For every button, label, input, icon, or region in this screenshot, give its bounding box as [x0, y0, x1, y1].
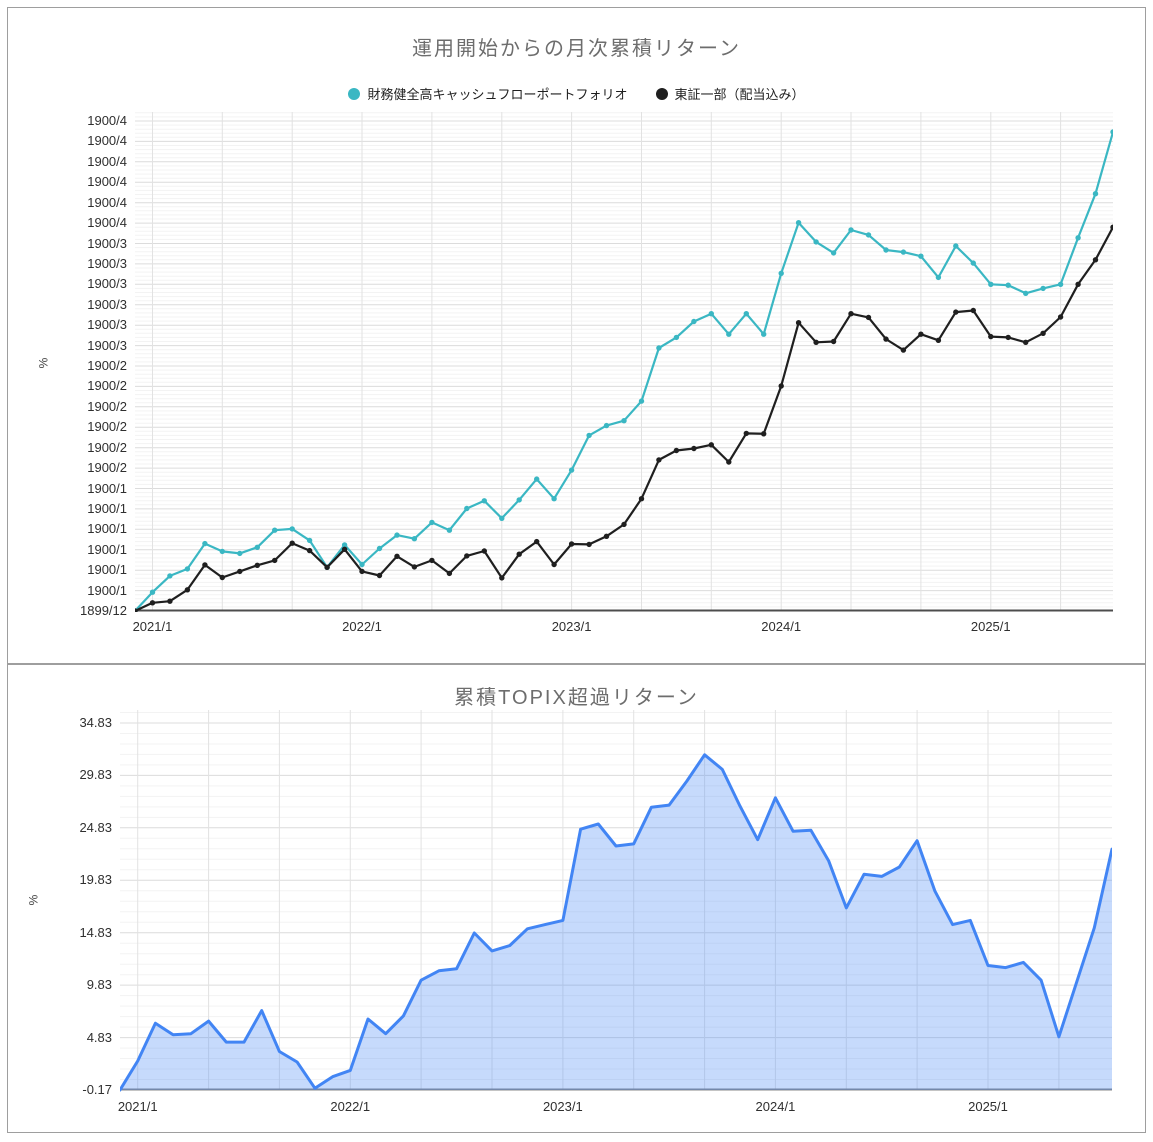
- x-tick-label: 2022/1: [330, 1099, 371, 1114]
- x-tick-label: 2024/1: [755, 1099, 796, 1114]
- y-tick-label: 24.83: [79, 819, 112, 835]
- y-tick-label: -0.17: [82, 1082, 112, 1097]
- legend-label: 東証一部（配当込み）: [674, 87, 805, 102]
- y-tick-label: 1900/1: [87, 562, 127, 578]
- y-tick-label: 1900/3: [87, 255, 127, 271]
- legend-label: 財務健全高キャッシュフローポートフォリオ: [367, 87, 628, 102]
- x-tick-label: 2023/1: [551, 619, 592, 634]
- x-tick-label: 2025/1: [970, 619, 1011, 634]
- y-tick-label: 1900/2: [87, 439, 127, 455]
- x-tick-label: 2021/1: [117, 1099, 158, 1114]
- x-tick-label: 2023/1: [542, 1099, 583, 1114]
- y-tick-label: 19.83: [79, 872, 112, 888]
- portfolio-series-dot-icon: [348, 87, 361, 100]
- y-tick-label: 1900/3: [87, 317, 127, 333]
- y-tick-label: 1900/1: [87, 582, 127, 598]
- y-tick-label: 1900/2: [87, 460, 127, 476]
- y-tick-label: 1900/3: [87, 276, 127, 292]
- y-tick-label: 9.83: [86, 977, 112, 993]
- y-tick-label: 1900/2: [87, 378, 127, 394]
- y-tick-label: 1900/1: [87, 521, 127, 537]
- y-tick-label: 1900/3: [87, 235, 127, 251]
- y-axis-title: %: [36, 357, 51, 369]
- y-tick-label: 1899/12: [80, 603, 127, 618]
- y-axis-title: %: [26, 894, 41, 906]
- legend: 財務健全高キャッシュフローポートフォリオ 東証一部（配当込み）: [8, 84, 1145, 103]
- y-tick-label: 1900/4: [87, 153, 127, 169]
- y-tick-label: 1900/1: [87, 500, 127, 516]
- topix-series-dot-icon: [655, 87, 668, 100]
- y-tick-label: 1900/2: [87, 419, 127, 435]
- y-tick-label: 4.83: [86, 1029, 112, 1045]
- y-tick-label: 1900/2: [87, 398, 127, 414]
- legend-item-portfolio: 財務健全高キャッシュフローポートフォリオ: [348, 84, 628, 103]
- x-tick-label: 2022/1: [342, 619, 382, 634]
- y-tick-label: 1900/1: [87, 480, 127, 496]
- panel-monthly-cumulative-return: 運用開始からの月次累積リターン 財務健全高キャッシュフローポートフォリオ 東証一…: [7, 7, 1146, 664]
- y-tick-label: 34.83: [79, 714, 112, 730]
- y-tick-label: 1900/4: [87, 113, 127, 128]
- panel-topix-excess-return: 累積TOPIX超過リターン % 34.83 29.83 24.83 19.83 14.8…: [7, 664, 1146, 1133]
- x-tick-label: 2021/1: [132, 619, 173, 634]
- y-tick-label: 1900/1: [87, 541, 127, 557]
- y-tick-label: 1900/3: [87, 337, 127, 353]
- y-tick-label: 29.83: [79, 767, 112, 783]
- legend-item-topix: 東証一部（配当込み）: [655, 84, 805, 103]
- chart-canvas-excess-return[interactable]: [120, 710, 1112, 1092]
- x-tick-label: 2024/1: [761, 619, 802, 634]
- y-tick-label: 14.83: [79, 924, 112, 940]
- y-tick-label: 1900/4: [87, 174, 127, 190]
- y-tick-label: 1900/2: [87, 358, 127, 373]
- x-tick-label: 2025/1: [968, 1099, 1008, 1114]
- y-tick-label: 1900/4: [87, 133, 127, 149]
- y-tick-label: 1900/3: [87, 296, 127, 312]
- y-tick-label: 1900/4: [87, 215, 127, 231]
- chart-title-excess: 累積TOPIX超過リターン: [454, 687, 699, 709]
- chart-canvas-cumulative-return[interactable]: [135, 112, 1113, 612]
- y-tick-label: 1900/4: [87, 194, 127, 210]
- page-title: 運用開始からの月次累積リターン: [412, 38, 741, 60]
